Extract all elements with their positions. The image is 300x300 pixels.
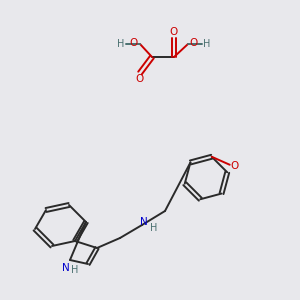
Text: O: O bbox=[170, 27, 178, 37]
Text: N: N bbox=[62, 263, 70, 273]
Text: O: O bbox=[130, 38, 138, 48]
Text: H: H bbox=[117, 39, 125, 49]
Text: N: N bbox=[140, 217, 148, 227]
Text: H: H bbox=[203, 39, 211, 49]
Text: H: H bbox=[150, 223, 158, 233]
Text: O: O bbox=[231, 161, 239, 171]
Text: O: O bbox=[190, 38, 198, 48]
Text: O: O bbox=[135, 74, 143, 84]
Text: H: H bbox=[71, 265, 79, 275]
